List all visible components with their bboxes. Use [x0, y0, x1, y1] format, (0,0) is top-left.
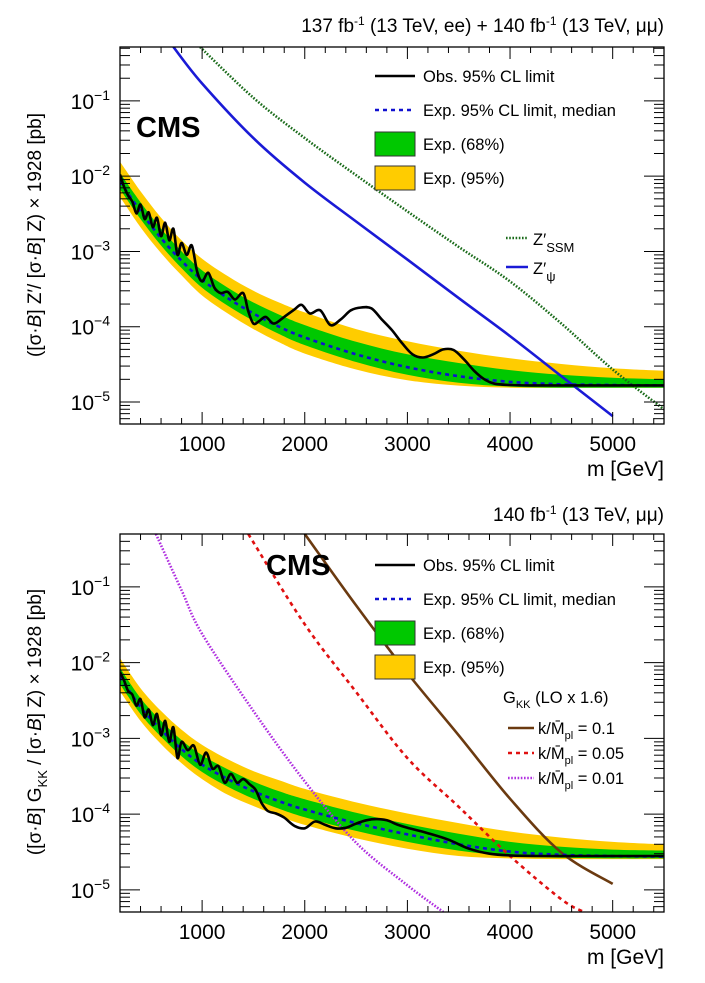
legend-label: Exp. (68%): [423, 625, 505, 643]
band-95: [120, 161, 664, 388]
y-tick-label: 10−5: [71, 876, 111, 903]
x-tick-label: 2000: [281, 433, 328, 456]
y-axis-title: ([σ·B] Z′/ [σ·B] Z) × 1928 [pb]: [25, 113, 46, 357]
legend-label: Exp. (95%): [423, 170, 505, 188]
model-legend-label: Z′SSM: [533, 231, 574, 255]
lumi-label: 140 fb-1 (13 TeV, μμ): [493, 503, 664, 526]
model-legend: GKK (LO x 1.6) k/M̄pl = 0.1 k/M̄pl = 0.05 k…: [503, 689, 624, 792]
legend-swatch: [374, 165, 416, 191]
cms-label: CMS: [266, 550, 330, 582]
model-legend: Z′SSM Z′ψ: [506, 231, 574, 284]
x-tick-label: 1000: [179, 433, 226, 456]
model-curve-1: [247, 534, 585, 912]
y-tick-label: 10−4: [71, 800, 111, 827]
cms-label: CMS: [136, 112, 200, 144]
x-tick-label: 3000: [384, 433, 431, 456]
y-tick-label: 10−3: [71, 724, 111, 751]
legend: Obs. 95% CL limit Exp. 95% CL limit, medi…: [374, 68, 616, 191]
model-legend-label: k/M̄pl = 0.01: [538, 770, 624, 792]
x-axis-title: m [GeV]: [587, 946, 664, 969]
model-legend-header: GKK (LO x 1.6): [503, 689, 608, 711]
tick-group: 1000 2000 3000 4000 5000 10−5 10−4 10−3 10−2 10−1: [71, 533, 664, 944]
x-tick-label: 4000: [487, 921, 534, 944]
legend: Obs. 95% CL limit Exp. 95% CL limit, medi…: [374, 557, 616, 680]
legend-label: Exp. 95% CL limit, median: [423, 591, 616, 609]
legend-label: Obs. 95% CL limit: [423, 557, 555, 575]
band-group: [120, 161, 664, 388]
x-tick-label: 3000: [384, 921, 431, 944]
plot-frame: [119, 46, 665, 425]
curve-group: [120, 47, 664, 418]
y-tick-label: 10−2: [71, 649, 111, 676]
x-tick-label: 4000: [487, 433, 534, 456]
model-legend-label: k/M̄pl = 0.1: [538, 720, 615, 742]
panel-zprime: 137 fb-1 (13 TeV, ee) + 140 fb-1 (13 TeV…: [25, 14, 665, 481]
panel-gkk: 140 fb-1 (13 TeV, μμ) 1000 2000 3000 4000 50…: [25, 503, 665, 969]
y-tick-label: 10−3: [71, 237, 111, 264]
y-tick-label: 10−4: [71, 313, 111, 340]
y-axis-title: ([σ·B] GKK / [σ·B] Z) × 1928 [pb]: [25, 589, 50, 855]
y-tick-label: 10−1: [71, 87, 111, 114]
legend-label: Obs. 95% CL limit: [423, 68, 555, 86]
model-curve-0: [303, 534, 614, 886]
lumi-label: 137 fb-1 (13 TeV, ee) + 140 fb-1 (13 TeV…: [301, 14, 664, 37]
legend-swatch: [374, 620, 416, 646]
expected-median-line: [120, 180, 664, 387]
plot-frame: [119, 533, 665, 913]
tick-group: 1000 2000 3000 4000 5000 10−5 10−4 10−3 10−2 10−1: [71, 47, 664, 456]
x-tick-label: 1000: [179, 921, 226, 944]
legend-swatch: [374, 654, 416, 680]
y-tick-label: 10−2: [71, 162, 111, 189]
legend-swatch: [374, 131, 416, 157]
x-axis-title: m [GeV]: [587, 458, 664, 481]
observed-line: [120, 174, 664, 387]
y-tick-label: 10−1: [71, 573, 111, 600]
model-legend-label: k/M̄pl = 0.05: [538, 745, 624, 767]
legend-label: Exp. (68%): [423, 136, 505, 154]
model-curve-2: [154, 534, 445, 912]
legend-label: Exp. 95% CL limit, median: [423, 102, 616, 120]
model-legend-label: Z′ψ: [533, 260, 555, 284]
band-group: [120, 658, 664, 860]
curve-group: [120, 534, 664, 912]
x-tick-label: 5000: [589, 433, 636, 456]
legend-label: Exp. (95%): [423, 659, 505, 677]
observed-line: [120, 671, 664, 858]
band-95: [120, 658, 664, 860]
y-tick-label: 10−5: [71, 388, 111, 415]
x-tick-label: 2000: [281, 921, 328, 944]
x-tick-label: 5000: [589, 921, 636, 944]
model-curve-1: [172, 47, 614, 418]
